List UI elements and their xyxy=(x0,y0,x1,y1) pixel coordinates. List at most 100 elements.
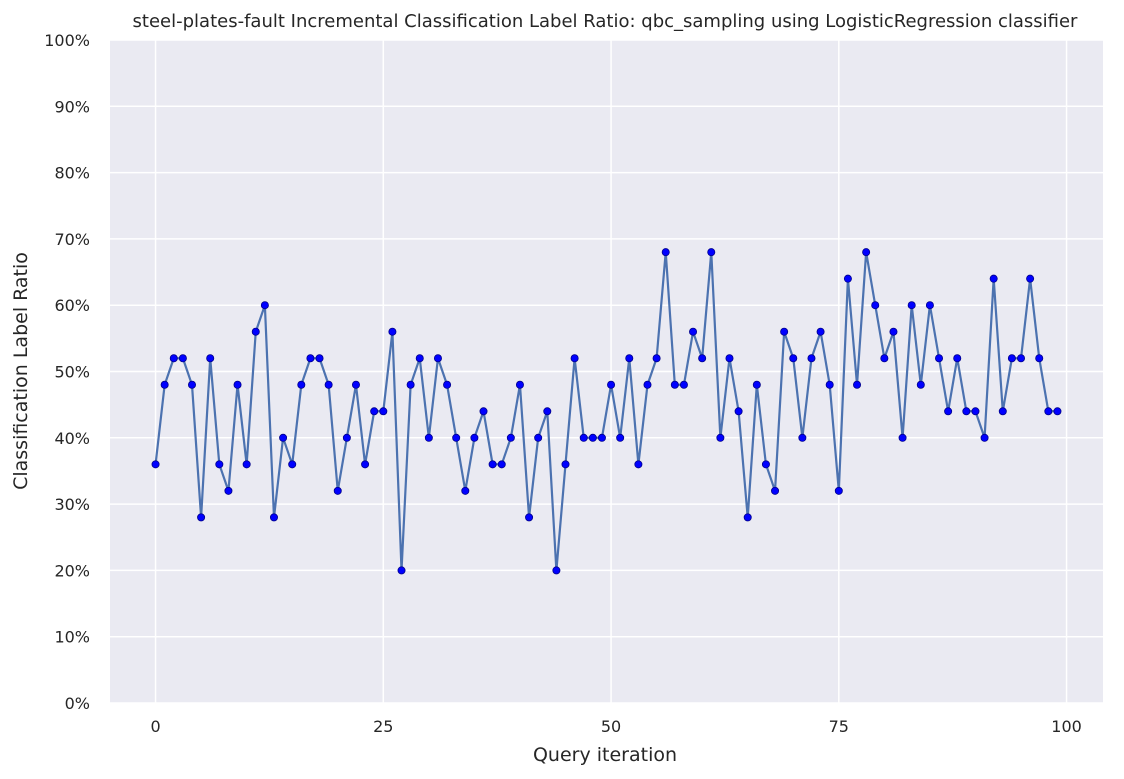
data-point xyxy=(816,327,825,336)
y-tick-label: 70% xyxy=(54,230,90,249)
x-tick-label: 0 xyxy=(150,717,160,736)
data-point xyxy=(461,486,470,495)
data-point xyxy=(379,407,388,416)
data-point xyxy=(561,460,570,469)
data-point xyxy=(898,433,907,442)
data-point xyxy=(625,354,634,363)
y-tick-labels: 0% 10% 20% 30% 40% 50% 60% 70% 80% 90% 100% xyxy=(44,31,90,713)
data-point xyxy=(689,327,698,336)
data-point xyxy=(206,354,215,363)
data-point xyxy=(160,380,169,389)
y-tick-label: 50% xyxy=(54,363,90,382)
series-line xyxy=(154,251,1058,572)
y-tick-label: 0% xyxy=(65,694,90,713)
data-point xyxy=(470,433,479,442)
data-point xyxy=(1007,354,1016,363)
y-tick-label: 40% xyxy=(54,429,90,448)
data-point xyxy=(579,433,588,442)
data-point xyxy=(224,486,233,495)
data-point xyxy=(178,354,187,363)
data-point xyxy=(324,380,333,389)
data-point xyxy=(643,380,652,389)
series-group xyxy=(151,248,1062,575)
data-point xyxy=(488,460,497,469)
x-tick-label: 50 xyxy=(601,717,621,736)
x-tick-label: 25 xyxy=(373,717,393,736)
data-point xyxy=(361,460,370,469)
data-point xyxy=(187,380,196,389)
data-point xyxy=(862,248,871,257)
data-point xyxy=(761,460,770,469)
data-point xyxy=(698,354,707,363)
data-point xyxy=(333,486,342,495)
x-tick-labels: 0 25 50 75 100 xyxy=(150,717,1081,736)
data-point xyxy=(661,248,670,257)
data-point xyxy=(980,433,989,442)
data-point xyxy=(251,327,260,336)
data-point xyxy=(707,248,716,257)
data-point xyxy=(269,513,278,522)
data-point xyxy=(998,407,1007,416)
data-point xyxy=(679,380,688,389)
x-axis-label: Query iteration xyxy=(533,744,677,766)
data-point xyxy=(1035,354,1044,363)
data-point xyxy=(169,354,178,363)
data-point xyxy=(853,380,862,389)
data-point xyxy=(752,380,761,389)
data-point xyxy=(351,380,360,389)
data-point xyxy=(452,433,461,442)
data-point xyxy=(515,380,524,389)
data-point xyxy=(415,354,424,363)
data-point xyxy=(397,566,406,575)
data-point xyxy=(1044,407,1053,416)
data-point xyxy=(743,513,752,522)
data-point xyxy=(889,327,898,336)
y-tick-label: 100% xyxy=(44,31,90,50)
data-point xyxy=(1053,407,1062,416)
data-point xyxy=(242,460,251,469)
data-point xyxy=(443,380,452,389)
data-point xyxy=(916,380,925,389)
data-point xyxy=(552,566,561,575)
data-point xyxy=(989,274,998,283)
data-point xyxy=(789,354,798,363)
data-point xyxy=(834,486,843,495)
data-point xyxy=(534,433,543,442)
data-point xyxy=(543,407,552,416)
y-tick-label: 20% xyxy=(54,561,90,580)
data-point xyxy=(506,433,515,442)
data-point xyxy=(634,460,643,469)
data-point xyxy=(944,407,953,416)
data-point xyxy=(288,460,297,469)
data-point xyxy=(433,354,442,363)
data-point xyxy=(670,380,679,389)
data-point xyxy=(370,407,379,416)
chart-title: steel-plates-fault Incremental Classific… xyxy=(133,11,1078,32)
data-point xyxy=(962,407,971,416)
y-tick-label: 30% xyxy=(54,495,90,514)
data-point xyxy=(652,354,661,363)
data-point xyxy=(215,460,224,469)
data-point xyxy=(479,407,488,416)
y-tick-label: 90% xyxy=(54,97,90,116)
data-point xyxy=(925,301,934,310)
y-tick-label: 80% xyxy=(54,164,90,183)
data-point xyxy=(406,380,415,389)
data-point xyxy=(597,433,606,442)
data-point xyxy=(971,407,980,416)
data-point xyxy=(616,433,625,442)
data-point xyxy=(388,327,397,336)
data-point xyxy=(607,380,616,389)
data-point xyxy=(1017,354,1026,363)
data-point xyxy=(825,380,834,389)
data-point xyxy=(279,433,288,442)
y-axis-label: Classification Label Ratio xyxy=(10,252,32,490)
x-tick-label: 100 xyxy=(1051,717,1082,736)
data-point xyxy=(734,407,743,416)
x-tick-label: 75 xyxy=(829,717,849,736)
data-point xyxy=(233,380,242,389)
data-point xyxy=(780,327,789,336)
data-point xyxy=(1026,274,1035,283)
data-point xyxy=(197,513,206,522)
